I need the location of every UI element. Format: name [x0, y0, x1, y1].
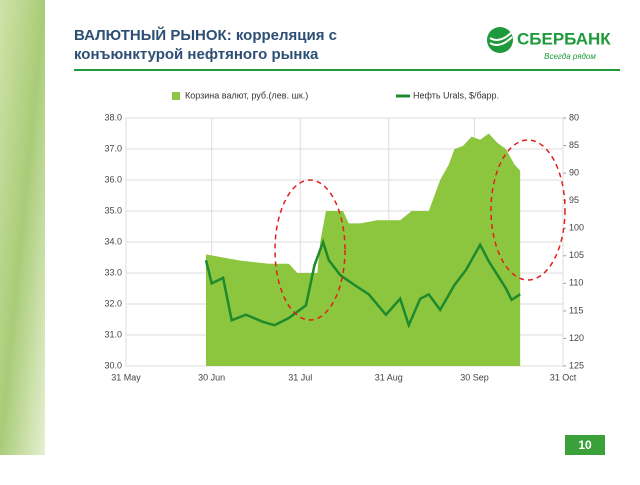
page-number: 10	[578, 438, 592, 452]
line	[204, 238, 521, 329]
y-tick-label: 35.0	[104, 205, 122, 215]
highlight-ellipse	[274, 179, 346, 321]
y-tick-label: 38.0	[104, 112, 122, 122]
x-tick-label: 31 Oct	[550, 372, 577, 382]
logo-tagline: Всегда рядом	[544, 52, 596, 61]
y-tick-label: 32.0	[104, 298, 122, 308]
y2-tick-label: 115	[569, 305, 583, 315]
y2-tick-label: 120	[569, 333, 584, 343]
highlight-ellipse	[490, 139, 566, 281]
plot: 30.0 31.0 32.0 33.0 34.0 35.0 36.0 37.0 38.0 80 85…	[104, 90, 584, 382]
logo-icon	[489, 31, 513, 46]
x-tick-label: 30 Jun	[198, 372, 225, 382]
legend-label: Нефть Urals, $/барр.	[413, 90, 499, 100]
y2-tick-label: 125	[569, 360, 584, 370]
y-tick-label: 30.0	[104, 360, 122, 370]
y-tick-label: 34.0	[104, 236, 122, 246]
y2-tick-label: 100	[569, 223, 584, 233]
y-tick-label: 36.0	[104, 174, 122, 184]
x-tick-label: 31 Aug	[375, 372, 403, 382]
y-tick-label: 33.0	[104, 267, 122, 277]
legend-swatch	[172, 92, 180, 100]
y2-tick-label: 85	[569, 140, 579, 150]
logo-text: СБЕРБАНК	[517, 29, 611, 48]
y2-tick-label: 95	[569, 195, 579, 205]
x-tick-label: 30 Sep	[460, 372, 489, 382]
y2-tick-label: 90	[569, 167, 579, 177]
x-tick-label: 31 May	[111, 372, 141, 382]
y-tick-label: 37.0	[104, 143, 122, 153]
y-tick-label: 31.0	[104, 329, 122, 339]
side-decoration	[0, 0, 45, 455]
y2-tick-label: 110	[569, 278, 583, 288]
y2-tick-label: 80	[569, 112, 579, 122]
page-badge	[565, 435, 605, 455]
slide-title: ВАЛЮТНЫЙ РЫНОК: корреляция с	[74, 26, 337, 44]
x-tick-label: 31 Jul	[288, 372, 312, 382]
y2-tick-label: 105	[569, 250, 584, 260]
slide-title: конъюнктурой нефтяного рынка	[74, 46, 319, 63]
legend-label: Корзина валют, руб.(лев. шк.)	[185, 90, 308, 100]
